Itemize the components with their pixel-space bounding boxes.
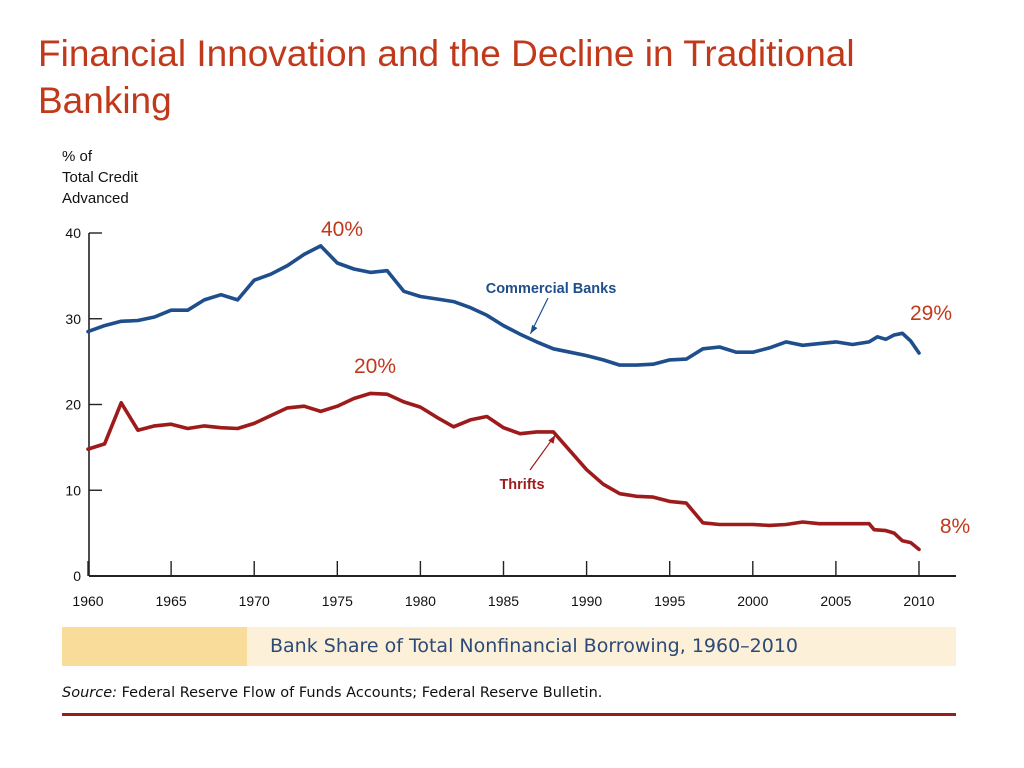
source-text: Federal Reserve Flow of Funds Accounts; …: [117, 685, 603, 701]
value-annotation: 8%: [940, 515, 970, 538]
y-axis-label: % of Total Credit Advanced: [62, 148, 138, 207]
x-tick-label: 1995: [654, 593, 685, 609]
bottom-rule: [62, 713, 956, 716]
chart-axes: 0 10 20 30 40 1960 1965 1970 1975 1980 1985 1990 199…: [65, 225, 956, 609]
caption-swatch: [62, 627, 247, 666]
slide-title: Financial Innovation and the Decline in …: [38, 33, 855, 121]
value-annotation: 20%: [354, 355, 396, 378]
x-tick-label: 1985: [488, 593, 519, 609]
source-note: Source: Federal Reserve Flow of Funds Ac…: [62, 685, 602, 701]
y-tick-label: 30: [65, 311, 81, 327]
figure-caption: Bank Share of Total Nonfinancial Borrowi…: [270, 635, 799, 657]
chart-series: [86, 244, 921, 552]
x-tick-label: 1965: [156, 593, 187, 609]
x-tick-label: 1970: [239, 593, 270, 609]
x-tick-label: 1990: [571, 593, 602, 609]
y-tick-label: 20: [65, 397, 81, 413]
series-label: Commercial Banks: [486, 281, 617, 297]
series-line-commercial-banks: [86, 244, 921, 367]
x-tick-label: 1960: [72, 593, 103, 609]
source-label: Source:: [62, 685, 118, 701]
series-pointer-arrowhead: [530, 324, 538, 334]
value-annotation: 29%: [910, 302, 952, 325]
x-tick-label: 1980: [405, 593, 436, 609]
series-pointer-arrowhead: [548, 434, 556, 444]
series-label: Thrifts: [499, 477, 544, 493]
chart-labels: Commercial Banks Thrifts 40% 20% 29% 8%: [321, 218, 970, 538]
y-tick-label: 40: [65, 225, 81, 241]
value-annotation: 40%: [321, 218, 363, 241]
x-tick-label: 2000: [737, 593, 768, 609]
figure-caption-bar: Bank Share of Total Nonfinancial Borrowi…: [62, 627, 956, 666]
x-tick-label: 2005: [820, 593, 851, 609]
y-tick-label: 0: [73, 568, 81, 584]
series-line-thrifts: [86, 391, 921, 552]
y-tick-label: 10: [65, 482, 81, 498]
x-tick-label: 2010: [903, 593, 934, 609]
x-tick-label: 1975: [322, 593, 353, 609]
